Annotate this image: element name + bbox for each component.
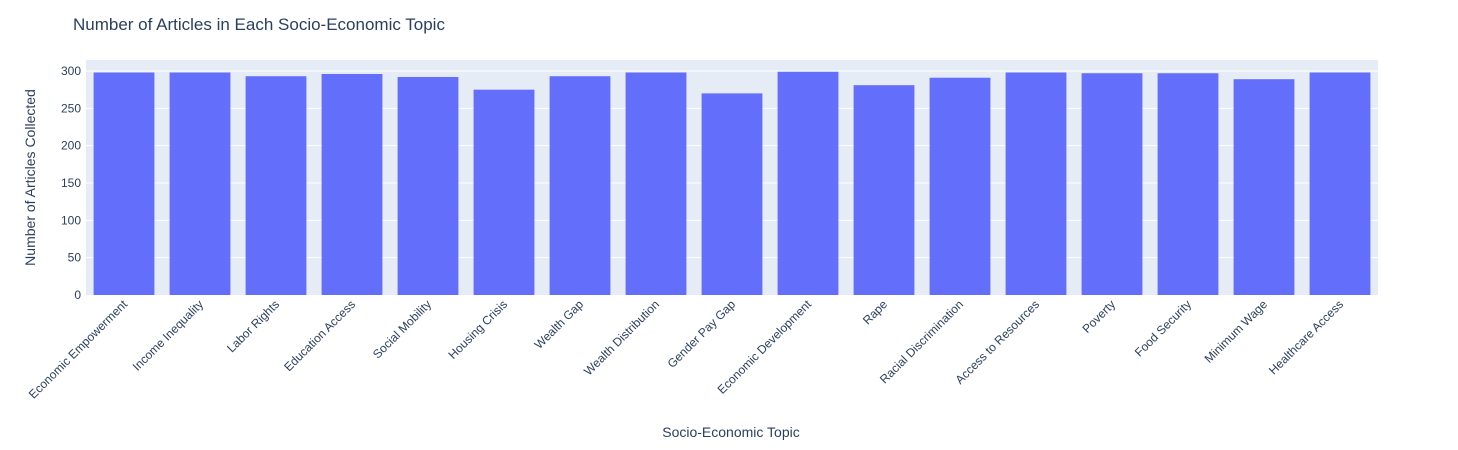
x-tick-label: Gender Pay Gap [665, 297, 739, 371]
x-tick-label: Housing Crisis [446, 297, 511, 362]
x-tick-label: Education Access [281, 297, 358, 374]
bar-wealth-distribution [625, 72, 687, 295]
x-tick-label: Food Security [1132, 297, 1194, 359]
x-tick-label: Access to Resources [953, 297, 1043, 387]
x-tick-label: Economic Empowerment [26, 297, 131, 402]
x-tick-label: Social Mobility [370, 297, 434, 361]
bar-labor-rights [245, 76, 307, 295]
bar-wealth-gap [549, 76, 611, 295]
bar-food-security [1157, 73, 1219, 296]
bar-economic-empowerment [93, 72, 155, 295]
chart-title: Number of Articles in Each Socio-Economi… [73, 15, 445, 34]
bar-rape [853, 85, 915, 295]
y-tick-label: 150 [61, 176, 81, 190]
x-tick-label: Wealth Distribution [581, 297, 662, 378]
y-tick-label: 100 [61, 213, 81, 227]
x-tick-label: Wealth Gap [532, 297, 587, 352]
bar-racial-discrimination [929, 77, 991, 295]
x-tick-label: Poverty [1079, 297, 1118, 336]
y-axis-ticks: 0 50 100 150 200 250 300 [61, 64, 81, 302]
bar-housing-crisis [473, 89, 535, 296]
bar-education-access [321, 73, 383, 295]
bar-social-mobility [397, 76, 459, 296]
y-tick-label: 0 [74, 288, 81, 302]
x-tick-label: Labor Rights [224, 297, 282, 355]
x-tick-label: Rape [860, 297, 890, 327]
x-axis-title: Socio-Economic Topic [662, 424, 799, 440]
x-tick-label: Healthcare Access [1266, 297, 1346, 377]
x-tick-label: Income Inequality [130, 297, 206, 373]
bar-gender-pay-gap [701, 93, 763, 296]
x-tick-label: Racial Discrimination [877, 297, 966, 386]
bar-minimum-wage [1233, 79, 1295, 295]
y-tick-label: 200 [61, 139, 81, 153]
y-tick-label: 250 [61, 101, 81, 115]
bars [93, 71, 1371, 296]
bar-access-to-resources [1005, 72, 1067, 295]
bar-poverty [1081, 73, 1143, 296]
bar-income-inequality [169, 72, 231, 295]
y-axis-title: Number of Articles Collected [22, 89, 38, 266]
x-tick-label: Minimum Wage [1202, 297, 1271, 366]
bar-economic-development [777, 71, 839, 295]
x-axis-ticks: Economic Empowerment Income Inequality Lab… [26, 297, 1346, 402]
y-tick-label: 50 [68, 251, 82, 265]
y-tick-label: 300 [61, 64, 81, 78]
bar-healthcare-access [1309, 72, 1371, 295]
